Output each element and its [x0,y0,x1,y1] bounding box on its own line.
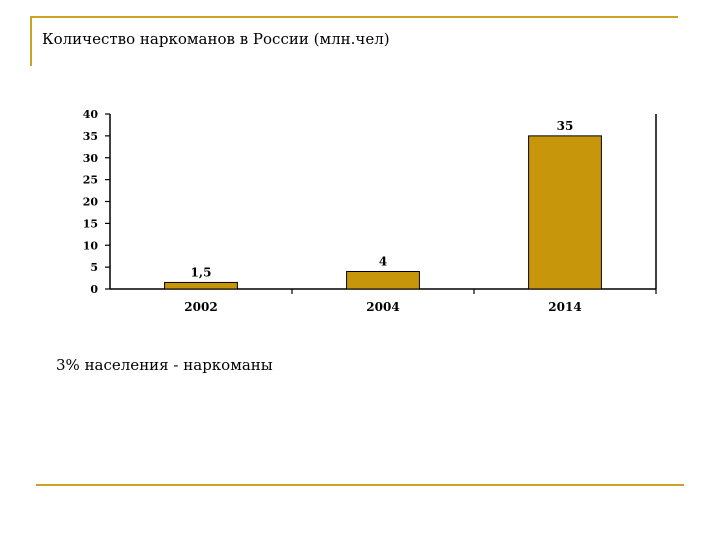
y-tick-label: 30 [83,152,99,165]
y-tick-label: 15 [83,217,98,230]
y-tick-label: 35 [83,130,98,143]
data-label-2004: 4 [379,255,387,269]
x-tick-label-2004: 2004 [366,300,399,314]
population-note: 3% населения - наркоманы [56,356,273,374]
bar-2002 [164,281,238,290]
y-tick-label: 0 [90,283,98,296]
y-tick-label: 10 [83,239,99,252]
bar-2004 [346,271,420,290]
data-label-2014: 35 [557,119,574,133]
slide-title: Количество наркоманов в России (млн.чел) [42,30,390,48]
x-tick-label-2014: 2014 [548,300,581,314]
y-tick-label: 25 [83,174,98,187]
y-tick-label: 40 [83,108,99,121]
data-label-2002: 1,5 [191,265,212,279]
y-tick-label: 20 [83,196,99,209]
x-tick-label-2002: 2002 [184,300,217,314]
slide-frame-left [30,16,32,66]
slide-frame-bottom [36,484,684,486]
slide-frame-top [30,16,678,18]
y-tick-label: 5 [90,261,98,274]
bar-2014 [528,135,602,290]
